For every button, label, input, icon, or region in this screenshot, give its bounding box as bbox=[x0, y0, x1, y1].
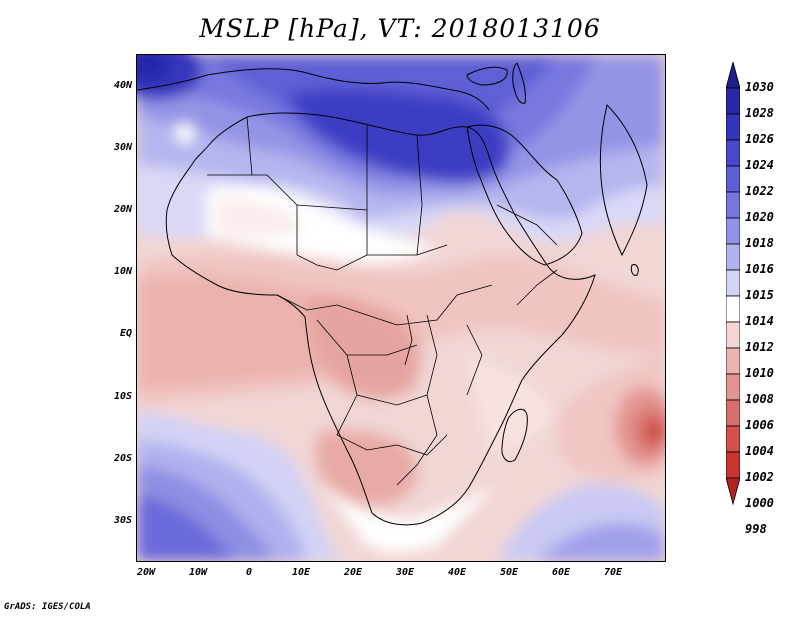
colorbar-swatch bbox=[726, 399, 740, 427]
colorbar-swatch bbox=[726, 269, 740, 297]
colorbar-label: 1026 bbox=[745, 132, 774, 146]
colorbar-swatch bbox=[726, 191, 740, 219]
colorbar-swatch bbox=[726, 217, 740, 245]
colorbar-label: 1008 bbox=[745, 392, 774, 406]
colorbar-swatch bbox=[726, 139, 740, 167]
colorbar-swatch bbox=[726, 451, 740, 479]
colorbar-top-arrow bbox=[726, 62, 740, 89]
colorbar-label: 1018 bbox=[745, 236, 774, 250]
border-layer bbox=[207, 116, 558, 486]
colorbar-label: 1015 bbox=[745, 288, 774, 302]
colorbar-label: 1006 bbox=[745, 418, 774, 432]
colorbar-label: 1016 bbox=[745, 262, 774, 276]
colorbar-label: 1020 bbox=[745, 210, 774, 224]
colorbar-swatch bbox=[726, 87, 740, 115]
colorbar bbox=[726, 62, 740, 506]
lon-label: 60E bbox=[551, 567, 571, 578]
lat-label: EQ bbox=[119, 328, 132, 339]
lon-label: 0 bbox=[245, 567, 253, 578]
colorbar-label: 1002 bbox=[745, 470, 774, 484]
lon-label: 50E bbox=[499, 567, 519, 578]
lon-label: 70E bbox=[603, 567, 623, 578]
pressure-map bbox=[136, 54, 666, 562]
colorbar-swatch bbox=[726, 373, 740, 401]
colorbar-bottom-arrow bbox=[726, 477, 740, 506]
colorbar-label: 1012 bbox=[745, 340, 774, 354]
colorbar-swatch bbox=[726, 347, 740, 375]
colorbar-swatch bbox=[726, 243, 740, 271]
lat-label: 10S bbox=[113, 391, 132, 402]
lat-label: 10N bbox=[113, 266, 132, 277]
colorbar-label: 1030 bbox=[745, 80, 774, 94]
lon-label: 10E bbox=[291, 567, 311, 578]
pressure-field bbox=[137, 55, 665, 561]
colorbar-label: 1000 bbox=[745, 496, 774, 510]
coastline-layer bbox=[137, 62, 648, 526]
lat-label: 30N bbox=[113, 142, 132, 153]
colorbar-swatch bbox=[726, 165, 740, 193]
lon-label: 10W bbox=[188, 567, 208, 578]
lat-label: 30S bbox=[113, 515, 132, 526]
credit-text: GrADS: IGES/COLA bbox=[4, 602, 91, 612]
lat-label: 20N bbox=[113, 204, 132, 215]
lon-label: 20E bbox=[343, 567, 363, 578]
colorbar-label: 1024 bbox=[745, 158, 774, 172]
colorbar-label: 1010 bbox=[745, 366, 774, 380]
lat-label: 40N bbox=[113, 80, 132, 91]
colorbar-label: 1022 bbox=[745, 184, 774, 198]
colorbar-swatch bbox=[726, 425, 740, 453]
lat-label: 20S bbox=[113, 453, 132, 464]
colorbar-label: 998 bbox=[745, 522, 767, 536]
colorbar-label: 1004 bbox=[745, 444, 774, 458]
colorbar-label: 1028 bbox=[745, 106, 774, 120]
colorbar-swatch bbox=[726, 321, 740, 349]
colorbar-swatch bbox=[726, 295, 740, 323]
lon-label: 30E bbox=[395, 567, 415, 578]
colorbar-label: 1014 bbox=[745, 314, 774, 328]
lon-label: 40E bbox=[447, 567, 467, 578]
lon-label: 20W bbox=[136, 567, 156, 578]
colorbar-swatch bbox=[726, 113, 740, 141]
map-title: MSLP [hPa], VT: 2018013106 bbox=[199, 14, 601, 43]
